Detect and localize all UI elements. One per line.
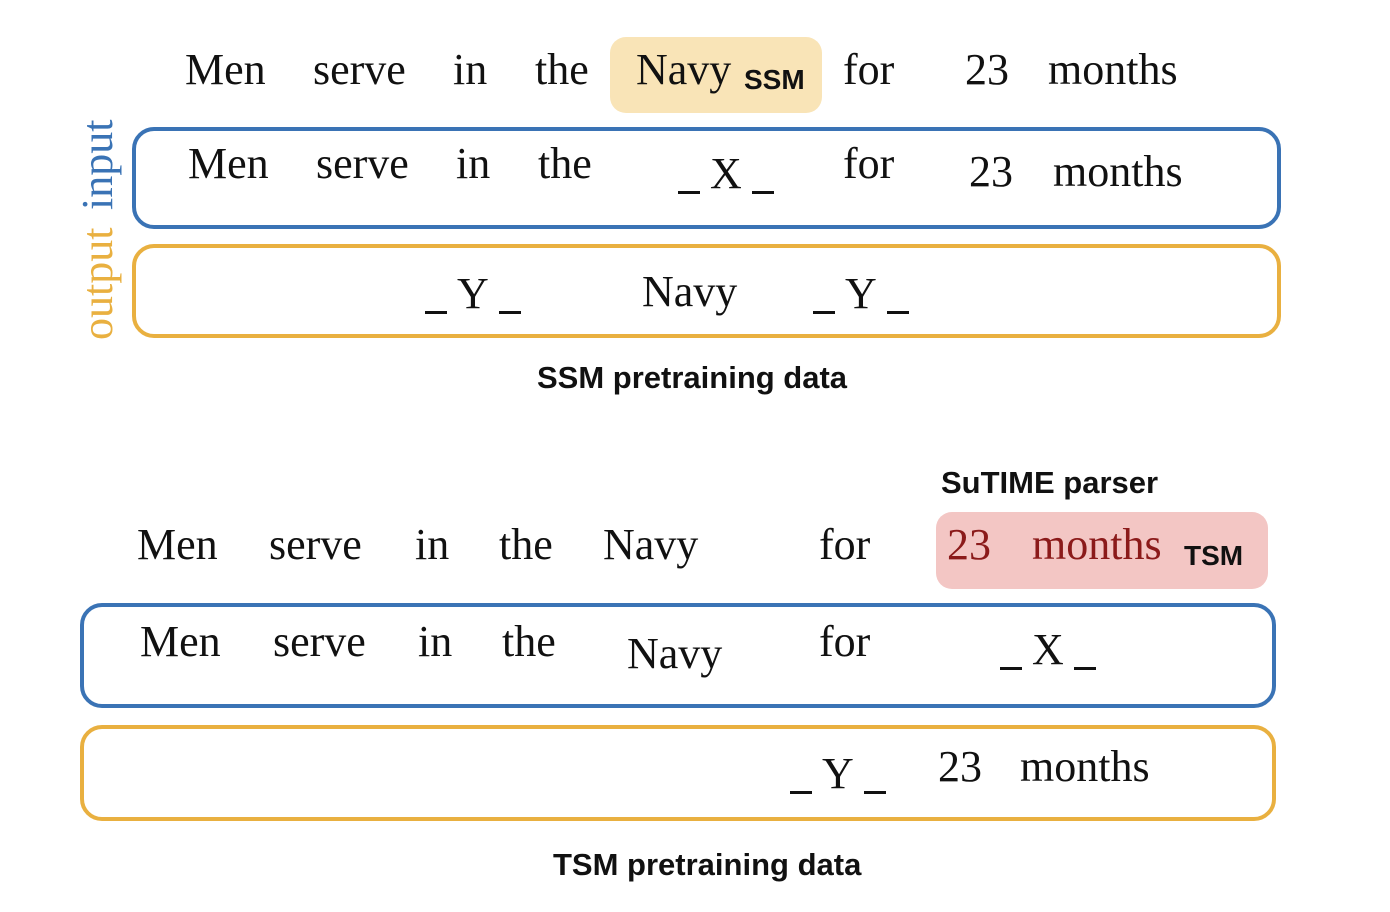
ssm-input-mask-letter: X bbox=[710, 149, 742, 198]
tsm-input-mask: X bbox=[1000, 624, 1096, 675]
ssm-output-mask: Y bbox=[425, 268, 521, 319]
tsm-highlighted-word: months bbox=[1032, 520, 1162, 569]
tsm-highlight bbox=[936, 512, 1268, 589]
tsm-caption: TSM pretraining data bbox=[553, 847, 862, 882]
ssm-output-mask: Y bbox=[813, 268, 909, 319]
tsm-input-word: Men bbox=[140, 617, 221, 666]
tsm-input-word: serve bbox=[273, 617, 366, 666]
tsm-word: Men bbox=[137, 520, 218, 569]
tsm-output-mask-letter: Y bbox=[822, 749, 854, 798]
tsm-input-word: the bbox=[502, 617, 556, 666]
ssm-input-word: 23 bbox=[969, 147, 1013, 196]
ssm-input-word: the bbox=[538, 139, 592, 188]
ssm-input-word: for bbox=[843, 139, 895, 188]
ssm-word: Men bbox=[185, 45, 266, 94]
side-label-input: input bbox=[73, 119, 122, 210]
ssm-highlighted-word: Navy bbox=[636, 45, 732, 94]
ssm-output-word: Navy bbox=[642, 267, 738, 316]
ssm-input-word: months bbox=[1053, 147, 1183, 196]
ssm-word: serve bbox=[313, 45, 406, 94]
ssm-input-mask: X bbox=[678, 148, 774, 199]
tsm-word: in bbox=[415, 520, 450, 569]
ssm-highlight bbox=[610, 37, 822, 113]
tsm-input-word: in bbox=[418, 617, 453, 666]
parser-label: SuTIME parser bbox=[941, 465, 1159, 500]
tsm-tag: TSM bbox=[1184, 540, 1244, 571]
ssm-word: the bbox=[535, 45, 589, 94]
tsm-output-word: months bbox=[1020, 742, 1150, 791]
ssm-tag: SSM bbox=[744, 64, 805, 95]
tsm-input-word: for bbox=[819, 617, 871, 666]
tsm-highlighted-word: 23 bbox=[947, 520, 991, 569]
tsm-word: for bbox=[819, 520, 871, 569]
ssm-input-word: in bbox=[456, 139, 491, 188]
ssm-input-word: Men bbox=[188, 139, 269, 188]
ssm-word: in bbox=[453, 45, 488, 94]
tsm-word: the bbox=[499, 520, 553, 569]
tsm-output-box bbox=[80, 725, 1276, 821]
tsm-output-word: 23 bbox=[938, 742, 982, 791]
ssm-word: 23 bbox=[965, 45, 1009, 94]
ssm-word: months bbox=[1048, 45, 1178, 94]
ssm-input-word: serve bbox=[316, 139, 409, 188]
ssm-input-box bbox=[132, 127, 1281, 229]
ssm-caption: SSM pretraining data bbox=[537, 360, 848, 395]
tsm-word: serve bbox=[269, 520, 362, 569]
side-label-output: output bbox=[73, 227, 122, 340]
ssm-output-mask-letter: Y bbox=[845, 269, 877, 318]
tsm-output-mask: Y bbox=[790, 748, 886, 799]
ssm-output-box bbox=[132, 244, 1281, 338]
tsm-input-word: Navy bbox=[627, 629, 723, 678]
ssm-word: for bbox=[843, 45, 895, 94]
tsm-word: Navy bbox=[603, 520, 699, 569]
ssm-output-mask-letter: Y bbox=[457, 269, 489, 318]
tsm-input-box bbox=[80, 603, 1276, 708]
tsm-input-mask-letter: X bbox=[1032, 625, 1064, 674]
